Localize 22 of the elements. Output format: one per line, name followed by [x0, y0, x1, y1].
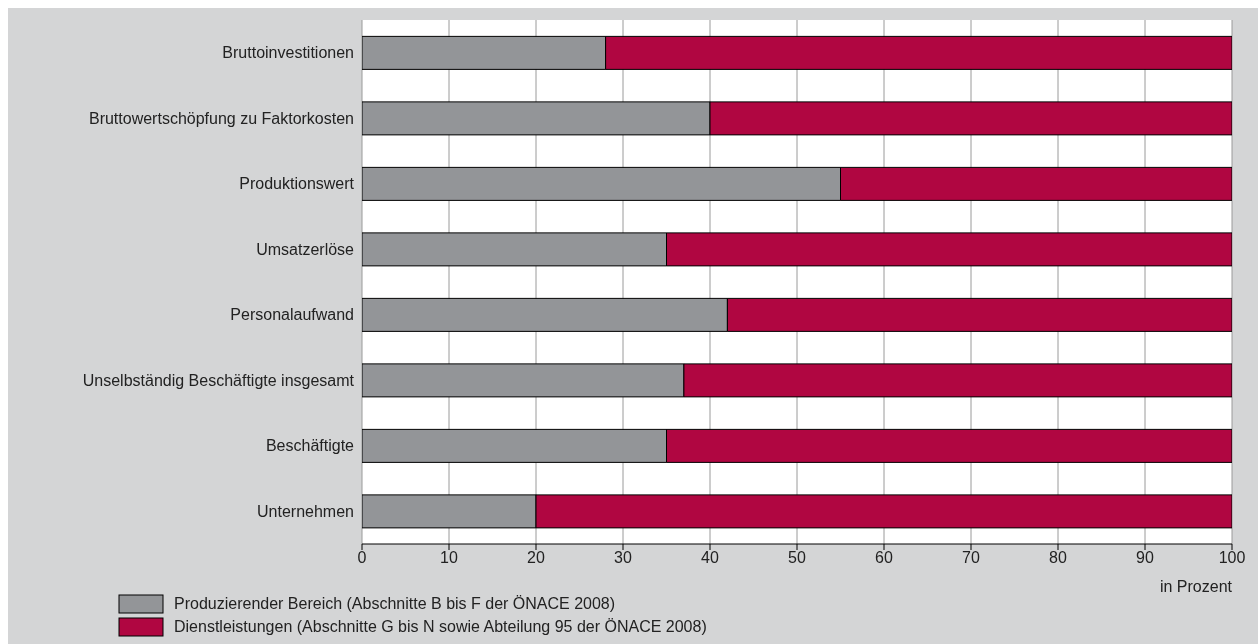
x-tick-label: 90	[1136, 549, 1154, 567]
y-tick-label: Bruttowertschöpfung zu Faktorkosten	[88, 109, 354, 127]
x-tick-label: 10	[440, 549, 458, 567]
y-tick-label: Unternehmen	[257, 502, 354, 520]
x-tick-label: 80	[1049, 549, 1067, 567]
x-tick-label: 40	[701, 549, 719, 567]
x-tick-label: 0	[357, 549, 367, 567]
y-tick-label: Beschäftigte	[265, 437, 355, 455]
y-tick-label: Bruttoinvestitionen	[222, 44, 354, 62]
x-tick-label: 100	[1218, 549, 1246, 567]
y-tick-label: Umsatzerlöse	[256, 240, 355, 258]
legend-label: Dienstleistungen (Abschnitte G bis N sowie Abteilung 95 der ÖNACE 2008)	[174, 617, 707, 636]
y-tick-label: Personalaufwand	[230, 306, 354, 324]
x-tick-label: 60	[875, 549, 893, 567]
x-tick-label: 70	[962, 549, 980, 567]
legend-label: Produzierender Bereich (Abschnitte B bis F der ÖNACE 2008)	[174, 594, 616, 613]
y-tick-label: Produktionswert	[239, 175, 355, 193]
x-tick-label: 50	[788, 549, 806, 567]
y-tick-label: Unselbständig Beschäftigte insgesamt	[82, 371, 355, 389]
x-tick-label: 20	[527, 549, 545, 567]
x-tick-label: 30	[614, 549, 632, 567]
x-axis-title: in Prozent	[1159, 578, 1233, 595]
